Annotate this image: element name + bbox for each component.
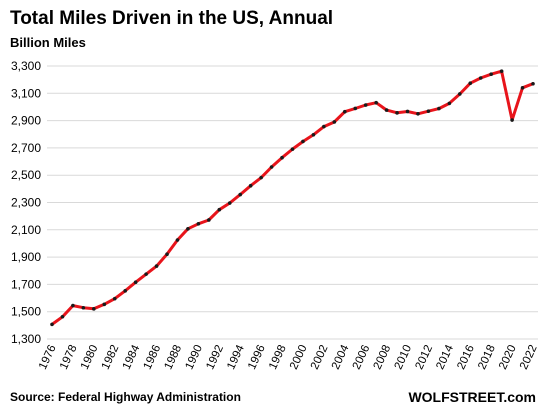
chart-subtitle: Billion Miles	[10, 35, 86, 50]
data-point	[301, 139, 305, 144]
x-tick-label: 2008	[372, 343, 394, 371]
y-tick-label: 2,300	[11, 196, 41, 210]
data-point	[259, 175, 263, 180]
data-point	[60, 314, 65, 319]
data-point	[92, 307, 96, 311]
y-tick-label: 1,900	[11, 250, 41, 264]
data-point	[447, 101, 452, 106]
data-point	[363, 103, 368, 107]
data-point	[468, 81, 473, 85]
data-point	[217, 207, 222, 212]
x-tick-label: 2002	[309, 343, 331, 371]
data-point	[405, 109, 410, 114]
data-point	[165, 252, 169, 257]
series-line	[50, 69, 535, 326]
x-tick-label: 1994	[225, 343, 247, 372]
x-tick-label: 2006	[351, 343, 373, 371]
data-point	[437, 106, 441, 111]
data-point	[112, 296, 117, 301]
x-tick-label: 2022	[518, 343, 540, 371]
y-axis-ticks: 1,300 1,500 1,700 1,900 2,100 2,300 2,500 2,700…	[11, 59, 41, 346]
data-point	[311, 132, 316, 137]
data-point	[384, 108, 389, 112]
data-point	[374, 100, 378, 105]
chart-title: Total Miles Driven in the US, Annual	[10, 8, 333, 29]
data-point	[290, 147, 295, 151]
data-point	[416, 111, 420, 116]
data-point	[71, 303, 75, 308]
x-tick-label: 2004	[330, 343, 352, 372]
x-tick-label: 1996	[246, 343, 268, 371]
x-tick-label: 1988	[163, 343, 185, 371]
source-note: Source: Federal Highway Administration	[10, 390, 241, 404]
data-point	[342, 109, 347, 114]
series-layer	[50, 69, 535, 327]
y-tick-label: 3,300	[11, 59, 41, 73]
data-point	[426, 109, 431, 113]
x-tick-label: 1986	[142, 343, 164, 371]
gridlines	[47, 65, 538, 340]
data-point	[50, 322, 54, 327]
data-point	[248, 183, 253, 188]
x-tick-label: 1980	[79, 343, 101, 371]
y-tick-label: 2,100	[11, 223, 41, 237]
x-tick-label: 2020	[497, 343, 519, 371]
data-point	[144, 272, 148, 276]
data-point	[280, 155, 284, 160]
x-tick-label: 1978	[58, 343, 80, 371]
x-tick-label: 1992	[204, 343, 226, 371]
data-point	[499, 69, 504, 73]
data-point	[133, 280, 138, 285]
data-point	[154, 264, 159, 268]
data-point	[478, 76, 483, 80]
x-tick-label: 1998	[267, 343, 289, 371]
x-tick-label: 1990	[183, 343, 205, 371]
y-tick-label: 1,500	[11, 305, 41, 319]
data-point	[458, 92, 462, 96]
y-tick-label: 1,300	[11, 332, 41, 346]
data-point	[238, 192, 243, 197]
data-point	[196, 221, 201, 226]
x-axis-ticks: 1976 1978 1980 1982 1984 1986 1988 1990 1992 1994…	[37, 343, 540, 372]
x-tick-label: 2016	[455, 343, 477, 371]
data-point	[353, 106, 358, 111]
data-point	[322, 124, 326, 129]
y-tick-label: 3,100	[11, 86, 41, 100]
data-point	[102, 302, 107, 307]
data-point	[81, 305, 86, 310]
x-tick-label: 2018	[476, 343, 498, 371]
x-tick-label: 1984	[121, 343, 143, 372]
data-point	[207, 218, 211, 222]
data-point	[227, 201, 232, 205]
data-point	[510, 118, 514, 122]
x-tick-label: 2010	[393, 343, 415, 371]
data-point	[332, 120, 337, 124]
data-point	[269, 165, 274, 169]
y-tick-label: 2,900	[11, 114, 41, 128]
data-point	[186, 227, 190, 231]
x-tick-label: 2000	[288, 343, 310, 371]
data-point	[489, 72, 493, 76]
data-point	[123, 289, 127, 293]
data-point	[531, 81, 535, 86]
x-tick-label: 1982	[100, 343, 122, 371]
x-tick-label: 2014	[434, 343, 456, 372]
data-point	[520, 86, 525, 90]
data-point	[175, 238, 180, 242]
y-tick-label: 2,500	[11, 168, 41, 182]
x-tick-label: 1976	[37, 343, 59, 371]
data-point	[395, 111, 399, 115]
y-tick-label: 2,700	[11, 141, 41, 155]
y-tick-label: 1,700	[11, 277, 41, 291]
x-tick-label: 2012	[413, 343, 435, 371]
brand-watermark: WOLFSTREET.com	[408, 389, 536, 405]
